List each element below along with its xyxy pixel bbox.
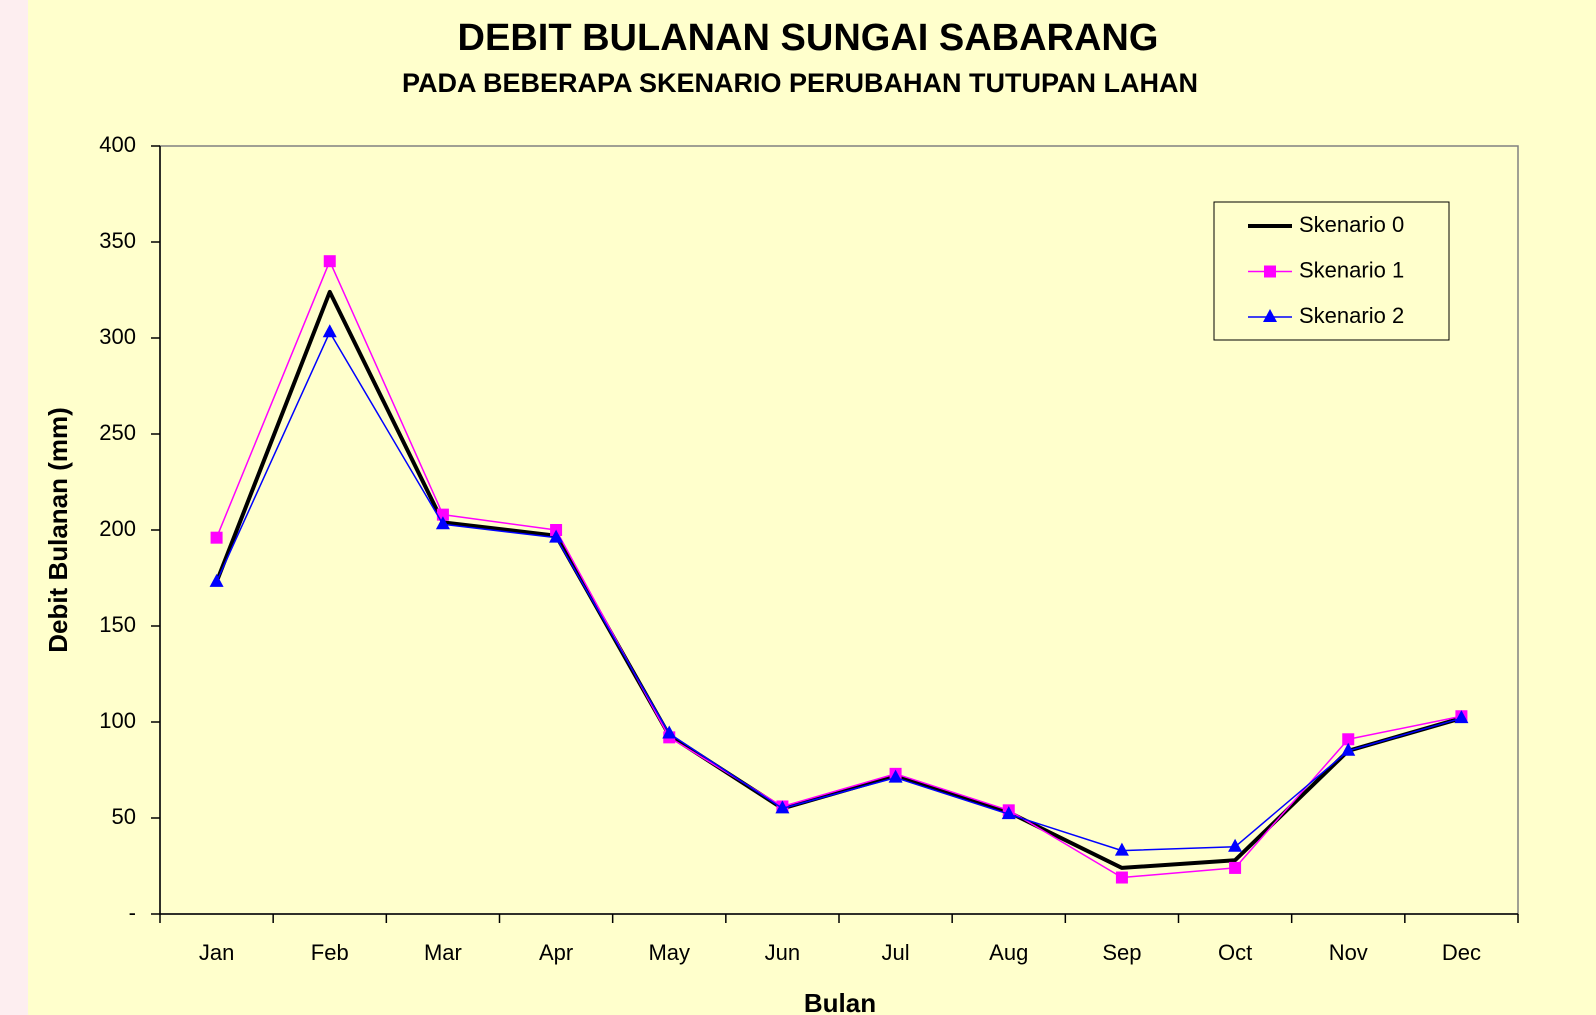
y-tick-label: 150: [99, 612, 136, 637]
chart-title: DEBIT BULANAN SUNGAI SABARANG: [458, 17, 1159, 59]
y-axis-label: Debit Bulanan (mm): [43, 407, 73, 653]
x-tick-label: Oct: [1218, 940, 1252, 965]
marker: [1001, 806, 1016, 820]
y-tick-label: 50: [112, 804, 136, 829]
y-tick-label: 350: [99, 228, 136, 253]
y-tick-label: 100: [99, 708, 136, 733]
y-tick-label: 300: [99, 324, 136, 349]
marker: [435, 516, 450, 530]
x-tick-label: May: [648, 940, 690, 965]
legend-label: Skenario 0: [1299, 212, 1404, 237]
x-tick-label: Feb: [311, 940, 349, 965]
series-line: [215, 331, 1462, 852]
marker: [1228, 838, 1243, 852]
marker: [1341, 742, 1356, 756]
x-tick-label: Mar: [424, 940, 462, 965]
chart-background: [28, 0, 1596, 1015]
marker: [209, 573, 224, 587]
series-line: [214, 289, 1462, 870]
marker: [1454, 710, 1469, 724]
y-tick-label: 250: [99, 420, 136, 445]
marker: [662, 725, 677, 739]
marker: [322, 324, 337, 338]
x-tick-label: Jul: [882, 940, 910, 965]
marker: [436, 508, 449, 521]
marker: [323, 255, 336, 268]
legend-label: Skenario 1: [1299, 257, 1404, 282]
y-tick-label: -: [129, 900, 136, 925]
legend-label: Skenario 2: [1299, 303, 1404, 328]
marker: [1115, 871, 1128, 884]
x-tick-label: Apr: [539, 940, 573, 965]
marker: [549, 529, 564, 543]
y-tick-label: 400: [99, 132, 136, 157]
x-axis-label: Bulan: [804, 988, 876, 1015]
marker: [1342, 733, 1355, 746]
x-tick-label: Jun: [765, 940, 800, 965]
chart-subtitle: PADA BEBERAPA SKENARIO PERUBAHAN TUTUPAN…: [402, 68, 1198, 98]
x-tick-label: Jan: [199, 940, 234, 965]
x-tick-label: Aug: [989, 940, 1028, 965]
x-tick-label: Dec: [1442, 940, 1481, 965]
x-tick-label: Nov: [1329, 940, 1368, 965]
marker: [888, 769, 903, 783]
legend-marker: [1264, 265, 1276, 278]
marker: [1114, 842, 1129, 856]
legend-marker: [1263, 309, 1277, 322]
marker: [775, 800, 790, 814]
marker: [210, 531, 223, 544]
y-tick-label: 200: [99, 516, 136, 541]
marker: [1229, 861, 1242, 874]
x-tick-label: Sep: [1102, 940, 1141, 965]
series-line: [215, 260, 1462, 879]
